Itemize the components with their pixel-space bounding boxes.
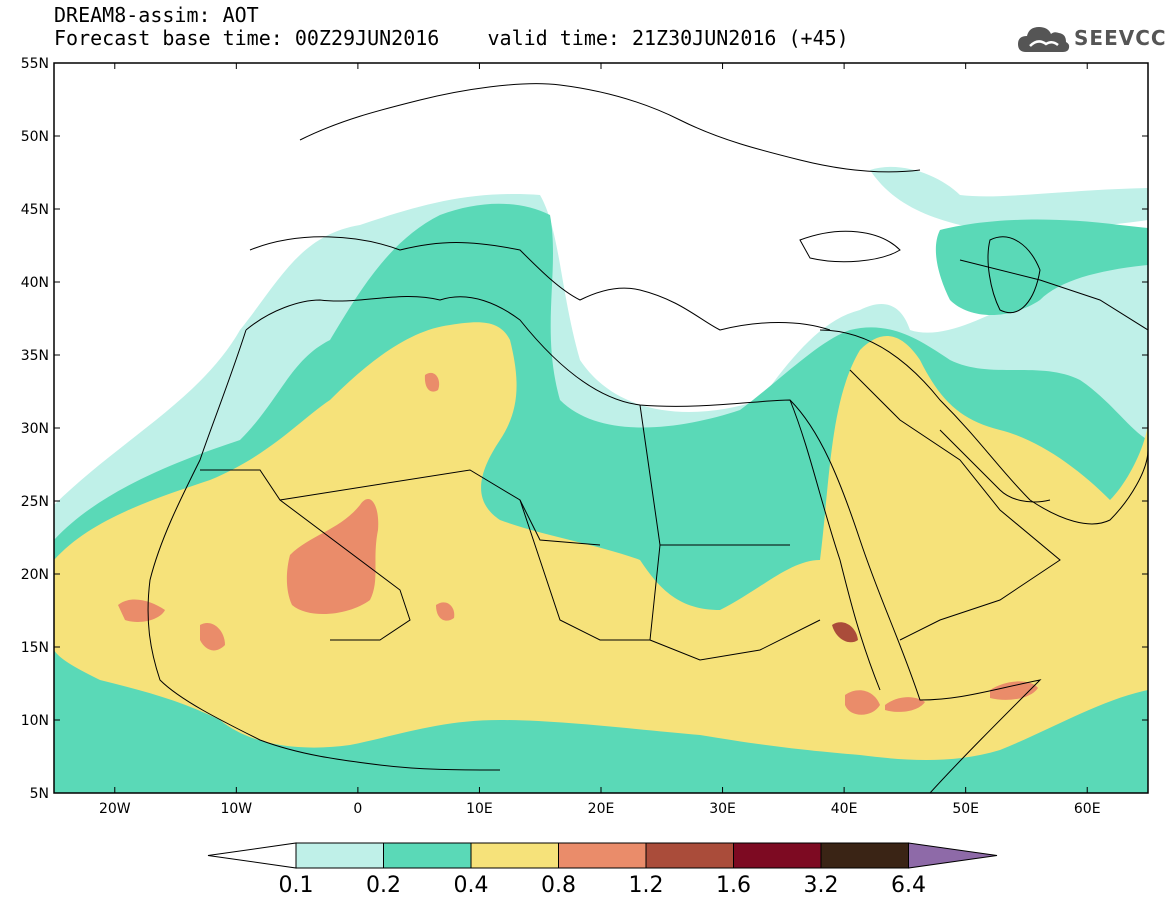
lon-tick-label: 10E xyxy=(466,801,493,817)
aot-band-salmon-somalia xyxy=(990,681,1038,700)
lon-tick-label: 10W xyxy=(220,801,252,817)
aot-band-brick-ethiopia xyxy=(832,622,858,643)
colorbar-under-arrow xyxy=(207,842,297,869)
coast-africa xyxy=(245,295,1042,793)
coast-europe xyxy=(249,236,831,331)
seevccc-logo: SEEVCCC xyxy=(1018,22,1165,56)
lat-tick-label: 50N xyxy=(21,129,49,145)
lon-tick-label: 30E xyxy=(709,801,736,817)
base-time-line: Forecast base time: 00Z29JUN2016 valid t… xyxy=(54,27,849,49)
logo-text: SEEVCCC xyxy=(1074,26,1165,50)
colorbar-segment xyxy=(645,842,734,869)
lon-axis: 20W 10W 0 10E 20E 30E 40E 50E 60E xyxy=(99,63,1101,817)
lat-tick-label: 15N xyxy=(21,640,49,656)
aot-band-yellow xyxy=(54,322,1148,760)
colorbar-level-label: 6.4 xyxy=(891,873,926,898)
colorbar-level-label: 1.2 xyxy=(629,873,664,898)
lat-tick-label: 55N xyxy=(21,56,49,72)
coast-arabia xyxy=(819,329,1148,525)
colorbar-level-label: 1.6 xyxy=(716,873,751,898)
border-mali xyxy=(200,469,411,641)
coast-europe-north xyxy=(299,83,921,173)
lon-tick-label: 0 xyxy=(353,801,362,817)
aot-band-salmon-mauritania xyxy=(118,599,165,622)
aot-band-salmon-mali xyxy=(286,499,379,615)
coastlines xyxy=(147,83,1148,793)
lat-tick-label: 35N xyxy=(21,348,49,364)
lon-tick-label: 40E xyxy=(831,801,858,817)
border-saudi xyxy=(849,369,1061,641)
coast-westafrica xyxy=(147,329,501,771)
lon-tick-label: 20E xyxy=(588,801,615,817)
lat-tick-label: 45N xyxy=(21,202,49,218)
lat-axis: 55N 50N 45N 40N 35N 30N 25N 20N 15N 10N 5N xyxy=(21,56,1148,802)
lat-tick-label: 5N xyxy=(30,786,49,802)
border-chad xyxy=(519,499,650,641)
colorbar-segment xyxy=(733,842,822,869)
colorbar: 0.1 0.2 0.4 0.8 1.2 1.6 3.2 6.4 xyxy=(207,842,998,898)
lat-tick-label: 40N xyxy=(21,275,49,291)
coast-persian-gulf xyxy=(939,429,1051,503)
colorbar-segment xyxy=(383,842,472,869)
colorbar-over-arrow xyxy=(908,842,998,869)
aot-field xyxy=(54,166,1148,793)
colorbar-level-label: 0.2 xyxy=(366,873,401,898)
aot-band-light-caspian xyxy=(870,166,1148,229)
lat-tick-label: 25N xyxy=(21,494,49,510)
cloud-icon xyxy=(1018,27,1070,52)
lat-tick-label: 10N xyxy=(21,713,49,729)
aot-band-salmon-chad xyxy=(436,602,455,621)
aot-band-salmon-yemen xyxy=(885,697,925,712)
aot-band-salmon-senegal xyxy=(200,622,225,651)
lat-tick-label: 30N xyxy=(21,421,49,437)
colorbar-level-label: 0.4 xyxy=(454,873,489,898)
colorbar-level-label: 0.1 xyxy=(279,873,314,898)
lon-tick-label: 60E xyxy=(1074,801,1101,817)
colorbar-level-label: 0.8 xyxy=(541,873,576,898)
base-time-label: Forecast base time: 00Z29JUN2016 xyxy=(54,26,440,50)
colorbar-level-label: 3.2 xyxy=(804,873,839,898)
coast-blacksea xyxy=(799,230,901,263)
border-iran xyxy=(959,259,1148,331)
lon-tick-label: 50E xyxy=(952,801,979,817)
colorbar-segment xyxy=(295,842,384,869)
aot-band-salmon-arabia xyxy=(845,690,880,715)
coast-caspian xyxy=(987,236,1041,313)
aot-band-salmon-algeria xyxy=(424,372,440,392)
border-sudan xyxy=(649,544,821,661)
valid-time-label: valid time: 21Z30JUN2016 (+45) xyxy=(487,26,849,50)
coast-redsea xyxy=(789,399,881,691)
map-title: DREAM8-assim: AOT xyxy=(54,3,259,27)
lat-tick-label: 20N xyxy=(21,567,49,583)
colorbar-segment xyxy=(558,842,647,869)
colorbar-segment xyxy=(470,842,559,869)
colorbar-segment xyxy=(820,842,909,869)
lon-tick-label: 20W xyxy=(99,801,131,817)
